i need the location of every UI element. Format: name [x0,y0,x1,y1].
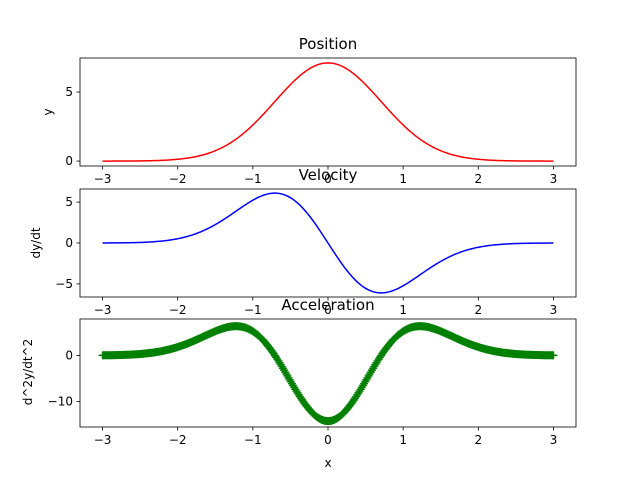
x-tick-label: −2 [169,172,187,186]
x-tick-label: 1 [399,172,407,186]
x-tick-label: −2 [169,303,187,317]
x-tick-label: −1 [244,172,262,186]
y-tick-label: −5 [55,277,73,291]
x-tick-label: 3 [550,433,558,447]
subplot-acceleration: Acceleration d^2y/dt^2 x −3 −2 −1 0 1 2 3−100 [21,296,577,470]
series-line [102,192,554,294]
x-tick-label: 2 [474,433,482,447]
subplot-title: Velocity [299,166,358,184]
subplot-title: Acceleration [281,296,374,314]
subplot-title: Position [299,35,357,53]
x-tick-label: 2 [474,303,482,317]
x-tick-label: 1 [399,433,407,447]
x-axis-label: x [324,456,331,470]
x-tick-label: 3 [550,172,558,186]
subplot-position: Position y −3 −2 −1 0 1 2 3 0 5 [41,35,577,186]
x-tick-label: −3 [94,172,112,186]
series-line [102,62,554,162]
x-tick-label: 3 [550,303,558,317]
x-tick-label: −2 [169,433,187,447]
x-tick-label: −1 [244,433,262,447]
x-tick-label: 2 [474,172,482,186]
subplot-velocity: Velocity dy/dt −3 −2 −1 0 1 2 3 −5 0 5 [29,166,577,317]
data-point-marker [549,351,558,360]
y-axis-label: d^2y/dt^2 [21,339,35,405]
y-tick-label: 0 [65,348,73,362]
series-markers [98,322,558,426]
y-tick-label: 0 [65,154,73,168]
x-tick-label: −3 [94,433,112,447]
y-tick-label: 0 [65,236,73,250]
y-tick-label: 5 [65,195,73,209]
x-tick-label: −1 [244,303,262,317]
x-tick-label: 0 [324,172,332,186]
x-tick-label: 1 [399,303,407,317]
y-axis-label: y [41,108,55,115]
x-tick-label: −3 [94,303,112,317]
x-tick-label: 0 [324,433,332,447]
y-tick-label: 5 [65,85,73,99]
x-tick-label: 0 [324,303,332,317]
y-tick-label: −10 [48,395,73,409]
y-axis-label: dy/dt [29,227,43,258]
